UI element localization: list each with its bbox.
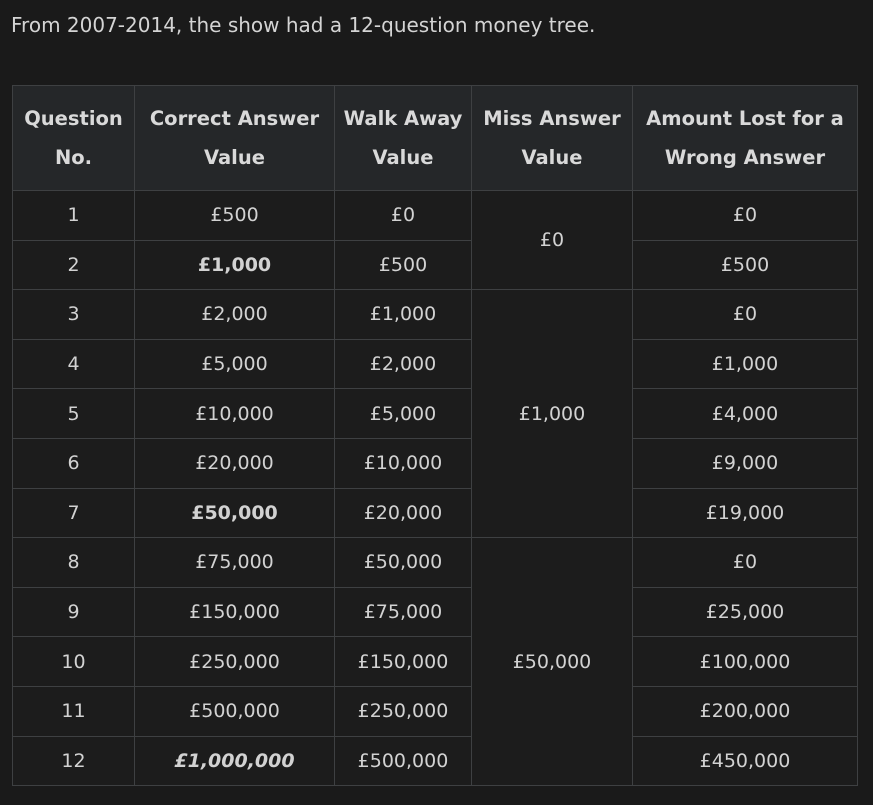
walk-away-value-cell: £2,000 — [334, 338, 472, 390]
question-number-cell: 6 — [12, 437, 135, 489]
amount-lost-cell: £25,000 — [632, 586, 858, 638]
table-body: 1 £500 £0 £0 £0 2 £1,000 £500 £500 3 £2,000 £1,000 £… — [12, 189, 858, 787]
question-number-cell: 12 — [12, 735, 135, 787]
amount-lost-cell: £19,000 — [632, 487, 858, 539]
amount-lost-cell: £4,000 — [632, 388, 858, 439]
walk-away-value-cell: £10,000 — [334, 437, 472, 489]
walk-away-value-cell: £250,000 — [334, 685, 472, 737]
table-row: 11 £500,000 £250,000 £200,000 — [12, 685, 858, 737]
amount-lost-cell: £450,000 — [632, 735, 858, 787]
table-row: 4 £5,000 £2,000 £1,000 — [12, 338, 858, 390]
question-number-cell: 8 — [12, 537, 135, 588]
correct-answer-value-cell: £500 — [134, 190, 335, 241]
walk-away-value-cell: £5,000 — [334, 388, 472, 439]
amount-lost-cell: £9,000 — [632, 437, 858, 489]
question-number-cell: 4 — [12, 338, 135, 390]
correct-answer-value-cell: £10,000 — [134, 388, 335, 439]
header-amount-lost: Amount Lost for a Wrong Answer — [632, 85, 858, 191]
money-tree-table: Question No. Correct Answer Value Walk A… — [12, 85, 858, 787]
table-row: 6 £20,000 £10,000 £9,000 — [12, 437, 858, 489]
table-row: 8 £75,000 £50,000 £50,000 £0 — [12, 537, 858, 787]
correct-answer-value-cell: £2,000 — [134, 289, 335, 340]
correct-answer-value-cell: £75,000 — [134, 537, 335, 588]
correct-answer-value-cell: £5,000 — [134, 338, 335, 390]
question-number-cell: 5 — [12, 388, 135, 439]
amount-lost-cell: £0 — [632, 537, 858, 588]
walk-away-value-cell: £1,000 — [334, 289, 472, 340]
miss-answer-value-cell: £0 — [471, 189, 633, 291]
walk-away-value-cell: £50,000 — [334, 537, 472, 588]
miss-answer-value-cell: £50,000 — [471, 537, 633, 787]
intro-text: From 2007-2014, the show had a 12-questi… — [11, 13, 596, 37]
walk-away-value-cell: £0 — [334, 190, 472, 241]
question-number-cell: 9 — [12, 586, 135, 638]
table-row: 9 £150,000 £75,000 £25,000 — [12, 586, 858, 638]
header-walk-away-value: Walk Away Value — [334, 85, 472, 191]
table-row: 3 £2,000 £1,000 £1,000 £0 — [12, 289, 858, 539]
header-correct-answer-value: Correct Answer Value — [134, 85, 335, 191]
question-number-cell: 7 — [12, 487, 135, 539]
amount-lost-cell: £1,000 — [632, 338, 858, 390]
table-header: Question No. Correct Answer Value Walk A… — [12, 85, 858, 191]
walk-away-value-cell: £500 — [334, 239, 472, 291]
walk-away-value-cell: £150,000 — [334, 636, 472, 687]
question-number-cell: 11 — [12, 685, 135, 737]
table-row: 7 £50,000 £20,000 £19,000 — [12, 487, 858, 539]
correct-answer-value-cell: £500,000 — [134, 685, 335, 737]
walk-away-value-cell: £75,000 — [334, 586, 472, 638]
amount-lost-cell: £0 — [632, 190, 858, 241]
walk-away-value-cell: £20,000 — [334, 487, 472, 539]
question-number-cell: 1 — [12, 190, 135, 241]
amount-lost-cell: £500 — [632, 239, 858, 291]
correct-answer-value-cell: £1,000 — [134, 239, 335, 291]
header-question-no: Question No. — [12, 85, 135, 191]
amount-lost-cell: £200,000 — [632, 685, 858, 737]
header-miss-answer-value: Miss Answer Value — [471, 85, 633, 191]
correct-answer-value-cell: £1,000,000 — [134, 735, 335, 787]
question-number-cell: 10 — [12, 636, 135, 687]
table-row: 10 £250,000 £150,000 £100,000 — [12, 636, 858, 687]
table-row: 5 £10,000 £5,000 £4,000 — [12, 388, 858, 439]
miss-answer-value-cell: £1,000 — [471, 289, 633, 539]
correct-answer-value-cell: £20,000 — [134, 437, 335, 489]
correct-answer-value-cell: £50,000 — [134, 487, 335, 539]
walk-away-value-cell: £500,000 — [334, 735, 472, 787]
question-number-cell: 3 — [12, 289, 135, 340]
question-number-cell: 2 — [12, 239, 135, 291]
table-row: 1 £500 £0 £0 £0 — [12, 189, 858, 291]
table-row: 12 £1,000,000 £500,000 £450,000 — [12, 735, 858, 787]
amount-lost-cell: £0 — [632, 289, 858, 340]
correct-answer-value-cell: £250,000 — [134, 636, 335, 687]
header-row: Question No. Correct Answer Value Walk A… — [12, 85, 858, 191]
amount-lost-cell: £100,000 — [632, 636, 858, 687]
table-row: 2 £1,000 £500 £500 — [12, 239, 858, 291]
correct-answer-value-cell: £150,000 — [134, 586, 335, 638]
